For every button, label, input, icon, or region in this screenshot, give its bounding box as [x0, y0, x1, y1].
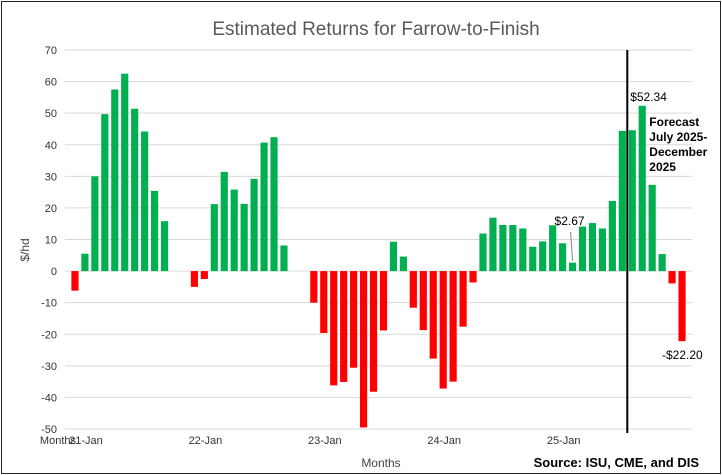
bar [439, 271, 447, 389]
x-tick-label: 21-Jan [69, 435, 103, 447]
bar [340, 271, 348, 382]
source-note: Source: ISU, CME, and DIS [534, 455, 700, 470]
bar [608, 200, 616, 272]
bar [618, 130, 626, 272]
bar [588, 223, 597, 272]
bar [578, 226, 587, 272]
y-axis-label: $/hd [18, 238, 32, 261]
bar [359, 271, 368, 428]
bar [320, 271, 328, 333]
x-axis-label: Months [361, 456, 400, 470]
y-tick-label: 20 [45, 203, 57, 215]
bar [131, 108, 139, 272]
bar [330, 271, 338, 386]
bar [598, 228, 606, 272]
bar [81, 253, 89, 272]
bar [369, 271, 378, 392]
bar [429, 271, 437, 359]
bar [529, 246, 537, 272]
bar [260, 142, 268, 272]
bar [419, 271, 427, 331]
bar [111, 89, 119, 272]
bar [648, 184, 656, 272]
bar [638, 105, 646, 272]
bar [280, 245, 288, 272]
chart-title: Estimated Returns for Farrow-to-Finish [212, 19, 539, 40]
bar [568, 262, 577, 272]
bar [91, 176, 99, 272]
bar [678, 271, 686, 342]
annotation-2-67: $2.67 [555, 214, 585, 228]
y-tick-label: -40 [41, 392, 57, 404]
bar [509, 224, 517, 272]
bar [559, 243, 567, 272]
bar [479, 233, 487, 272]
annotation-minus-22-20: -$22.20 [662, 348, 703, 362]
bar [409, 271, 417, 308]
y-tick-label: -50 [41, 424, 57, 436]
bar [250, 178, 258, 272]
x-tick-label: 25-Jan [547, 435, 581, 447]
bar [141, 131, 149, 272]
y-tick-label: 70 [45, 45, 57, 57]
bar [240, 203, 248, 272]
forecast-label-line: July 2025- [649, 130, 707, 144]
bar [151, 190, 159, 272]
bar [489, 217, 497, 272]
bar [121, 73, 129, 272]
gridlines [65, 49, 692, 430]
bar [190, 271, 198, 287]
bar [449, 271, 457, 382]
bar [469, 271, 477, 283]
bar [399, 256, 407, 272]
bar [210, 204, 218, 272]
annotations: $2.67 $52.34 -$22.20 [555, 90, 703, 362]
bar [539, 241, 547, 272]
bar [230, 189, 238, 272]
bar [350, 271, 358, 368]
forecast-label-line: December [649, 145, 707, 159]
y-tick-label: 40 [45, 140, 57, 152]
bar [499, 224, 507, 272]
y-axis-ticks: 70 60 50 40 30 20 10 0 -10 -20 -30 -40 -50 [41, 45, 57, 436]
x-tick-label: 24-Jan [427, 435, 461, 447]
y-tick-label: -30 [41, 361, 57, 373]
bars [71, 73, 686, 428]
y-tick-label: -20 [41, 329, 57, 341]
bar [101, 114, 109, 272]
bar [658, 254, 666, 272]
x-tick-label: 23-Jan [308, 435, 342, 447]
bar [389, 241, 398, 272]
y-tick-label: 60 [45, 77, 57, 89]
y-tick-label: -10 [41, 298, 57, 310]
bar [549, 225, 557, 272]
bar [668, 271, 676, 284]
annotation-52-34: $52.34 [630, 90, 667, 104]
bar [160, 221, 169, 272]
bar [519, 228, 527, 272]
forecast-label-line: 2025 [649, 160, 676, 174]
forecast-label-line: Forecast [649, 115, 699, 129]
bar [310, 271, 318, 303]
bar [379, 271, 388, 331]
bar [220, 171, 228, 272]
y-tick-label: 50 [45, 108, 57, 120]
x-tick-label: Months [40, 435, 77, 447]
bar [71, 271, 79, 291]
bar [459, 271, 467, 327]
bar [628, 130, 636, 272]
x-tick-label: 22-Jan [189, 435, 223, 447]
y-tick-label: 0 [51, 266, 57, 278]
y-tick-label: 10 [45, 235, 57, 247]
annotation-leader [570, 231, 574, 261]
bar [200, 271, 208, 279]
bar [270, 137, 278, 272]
y-tick-label: 30 [45, 171, 57, 183]
